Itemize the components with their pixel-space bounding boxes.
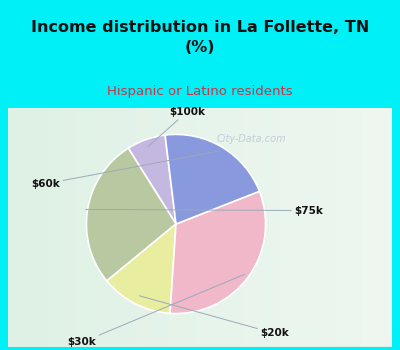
Text: City-Data.com: City-Data.com — [216, 134, 286, 144]
Text: $30k: $30k — [68, 274, 245, 347]
Text: $75k: $75k — [86, 205, 323, 216]
Text: Income distribution in La Follette, TN
(%): Income distribution in La Follette, TN (… — [31, 20, 369, 55]
Text: $100k: $100k — [148, 107, 205, 146]
Text: $20k: $20k — [139, 296, 289, 338]
Wedge shape — [165, 134, 260, 224]
Text: Hispanic or Latino residents: Hispanic or Latino residents — [107, 85, 293, 98]
Wedge shape — [128, 135, 176, 224]
Wedge shape — [170, 191, 266, 314]
FancyBboxPatch shape — [0, 104, 400, 350]
Wedge shape — [86, 148, 176, 281]
Wedge shape — [107, 224, 176, 313]
Text: $60k: $60k — [32, 151, 220, 189]
